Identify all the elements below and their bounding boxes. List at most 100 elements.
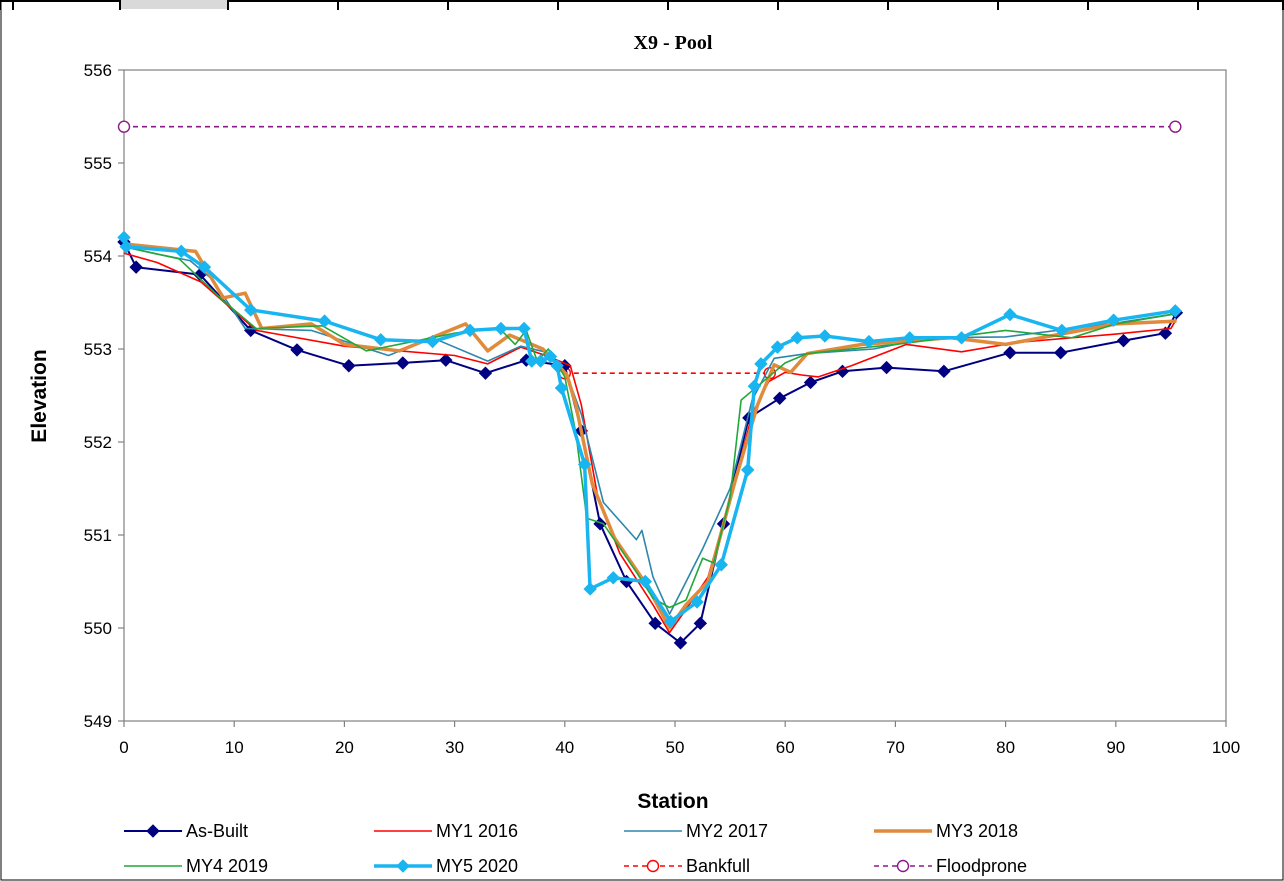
data-point-my5-2020 [1003, 307, 1017, 322]
y-axis: 549 550 551 552 553 554 555 556 [84, 61, 124, 731]
chart-title: X9 - Pool [634, 32, 713, 54]
series-line-my4-2019 [123, 245, 1177, 609]
data-point-my5-2020 [862, 334, 876, 349]
legend-label: MY3 2018 [936, 821, 1018, 841]
legend-item-bankfull: Bankfull [624, 856, 750, 876]
legend-item-my3-2018: MY3 2018 [874, 821, 1018, 841]
data-point-as-built [1003, 346, 1017, 360]
series-line-my5-2020 [122, 236, 1176, 624]
legend-swatch-marker [646, 859, 660, 873]
y-axis-title: Elevation [28, 349, 51, 442]
y-tick-label: 556 [84, 61, 112, 80]
data-point-my5-2020 [1106, 313, 1121, 327]
data-point-my5-2020 [903, 331, 917, 345]
y-tick-label: 549 [84, 712, 112, 731]
y-tick-label: 551 [84, 526, 112, 545]
series-line-my1-2016 [123, 252, 1178, 634]
data-point-as-built [879, 360, 894, 375]
y-tick-label: 554 [84, 247, 112, 266]
legend-label: Floodprone [936, 856, 1027, 876]
data-point-my5-2020 [1168, 304, 1183, 318]
series-my4-2019 [123, 245, 1177, 609]
x-tick-label: 80 [996, 738, 1015, 757]
data-point-as-built [1158, 326, 1173, 340]
x-tick-label: 30 [445, 738, 464, 757]
x-axis-title: Station [637, 790, 708, 813]
x-tick-label: 50 [666, 738, 685, 757]
legend-label: As-Built [186, 821, 248, 841]
data-point-my5-2020 [690, 595, 704, 609]
data-point-my5-2020 [550, 359, 564, 373]
legend-item-as-built: As-Built [124, 821, 248, 841]
data-point-my5-2020 [174, 244, 189, 259]
data-point-my5-2020 [463, 323, 477, 338]
data-point-as-built [648, 616, 662, 631]
data-point-my5-2020 [525, 354, 539, 368]
data-point-as-built [290, 343, 304, 357]
data-point-my5-2020 [714, 558, 728, 572]
data-point-my5-2020 [954, 331, 969, 345]
data-point-my5-2020 [663, 614, 678, 629]
x-tick-label: 0 [119, 738, 128, 757]
y-tick-label: 550 [84, 619, 112, 638]
legend: As-Built MY1 2016 MY2 2017 MY3 2018 MY4 2019… [124, 821, 1027, 876]
legend-swatch-marker [396, 859, 410, 873]
data-point-as-built [342, 359, 356, 373]
x-tick-label: 90 [1106, 738, 1125, 757]
y-tick-label: 555 [84, 154, 112, 173]
x-tick-label: 20 [335, 738, 354, 757]
top-cell-highlight [120, 0, 228, 9]
data-point-as-built [396, 356, 410, 370]
y-tick-label: 552 [84, 433, 112, 452]
data-point-my5-2020 [517, 321, 531, 336]
data-point-my5-2020 [741, 463, 755, 477]
legend-item-my1-2016: MY1 2016 [374, 821, 518, 841]
legend-item-my2-2017: MY2 2017 [624, 821, 768, 841]
data-point-as-built [803, 375, 818, 390]
legend-swatch-marker [146, 824, 160, 838]
data-point-as-built [772, 391, 787, 405]
data-point-my5-2020 [583, 582, 597, 596]
legend-label: Bankfull [686, 856, 750, 876]
x-tick-label: 60 [776, 738, 795, 757]
data-point-as-built [439, 353, 453, 367]
data-point-as-built [693, 616, 708, 631]
data-point-my5-2020 [1055, 323, 1069, 338]
data-point-as-built [1116, 333, 1131, 348]
legend-label: MY5 2020 [436, 856, 518, 876]
data-point-my5-2020 [754, 357, 768, 371]
data-point-my5-2020 [543, 349, 558, 364]
x-tick-label: 10 [225, 738, 244, 757]
data-point-my5-2020 [638, 574, 652, 589]
data-point-my5-2020 [374, 332, 388, 347]
data-point-my5-2020 [533, 354, 548, 368]
x-tick-label: 40 [555, 738, 574, 757]
data-point-my5-2020 [747, 379, 762, 393]
data-point-as-built [129, 260, 143, 274]
data-point-my5-2020 [425, 334, 440, 349]
data-point-as-built [673, 636, 688, 650]
data-point-my5-2020 [119, 239, 133, 254]
legend-item-my4-2019: MY4 2019 [124, 856, 268, 876]
legend-label: MY2 2017 [686, 821, 768, 841]
data-point-as-built [1053, 346, 1068, 360]
series-my5-2020 [117, 230, 1183, 629]
data-point-my5-2020 [197, 260, 212, 274]
x-tick-label: 70 [886, 738, 905, 757]
data-point-my5-2020 [577, 457, 592, 472]
legend-label: MY1 2016 [436, 821, 518, 841]
series-layer [117, 120, 1184, 650]
data-point-my5-2020 [244, 303, 258, 317]
data-point-floodprone [117, 120, 131, 133]
legend-label: MY4 2019 [186, 856, 268, 876]
data-point-floodprone [1169, 120, 1182, 133]
data-point-my5-2020 [317, 314, 332, 328]
x-tick-label: 100 [1212, 738, 1240, 757]
data-point-as-built [937, 364, 951, 379]
data-point-my5-2020 [818, 329, 832, 343]
plot-area [123, 69, 1227, 722]
series-as-built [117, 235, 1184, 650]
series-floodprone [117, 120, 1182, 133]
data-point-my5-2020 [554, 381, 569, 395]
